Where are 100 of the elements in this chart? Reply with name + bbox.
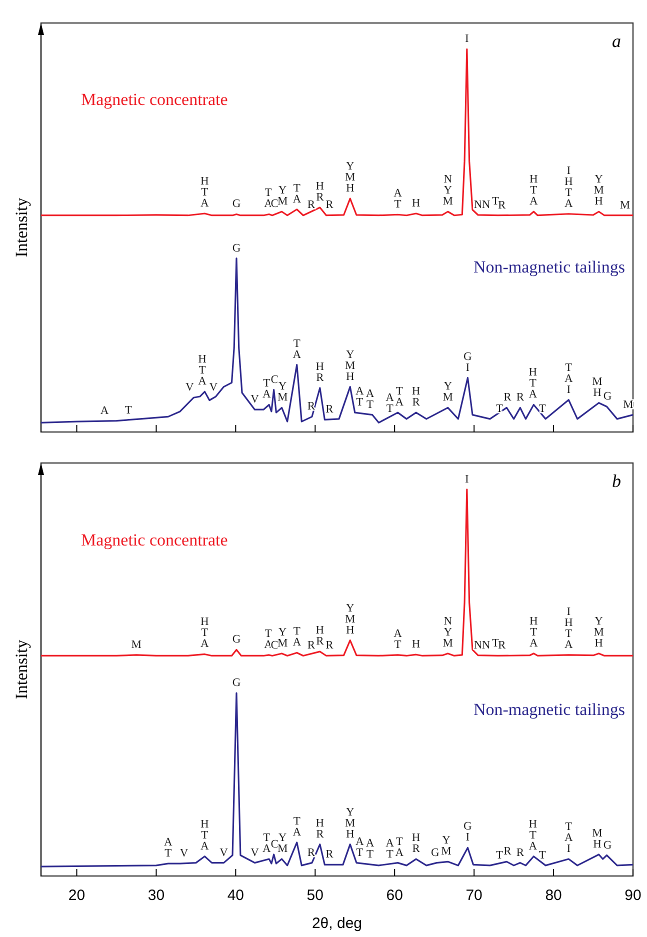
annotation: M H: [592, 376, 602, 399]
annotation: G: [232, 242, 241, 254]
y-axis-title: Intensity: [12, 197, 31, 258]
annotation: V: [209, 382, 218, 394]
annotation: T A: [292, 338, 302, 361]
annotation: T A: [395, 836, 404, 859]
annotation: M: [131, 638, 142, 651]
annotation: R: [516, 846, 524, 859]
annotation: R: [516, 392, 524, 404]
annotation: G: [603, 839, 612, 852]
annotation: C: [270, 838, 279, 850]
annotation: T A: [292, 182, 302, 206]
annotation: N Y M: [442, 615, 453, 650]
annotation: T A: [292, 626, 302, 649]
annotation: H T A: [530, 615, 539, 650]
annotation: G: [232, 677, 241, 690]
annotation: C: [270, 640, 279, 652]
annotation: H R: [412, 832, 420, 856]
annotation: G: [603, 390, 612, 403]
annotation: G: [232, 634, 241, 646]
annotation: R: [498, 640, 506, 652]
annotation: H T A: [198, 354, 208, 388]
annotation: Y M H: [594, 174, 604, 208]
annotation: A T: [386, 838, 395, 861]
annotation: Y M H: [344, 160, 356, 195]
annotation: T: [124, 404, 132, 416]
annotation: T A I: [564, 821, 574, 856]
annotation: Y M: [277, 626, 288, 650]
annotation: H: [412, 197, 420, 210]
annotation: N: [474, 639, 483, 652]
annotation: R: [504, 846, 512, 858]
x-tick-label: 50: [306, 887, 324, 904]
annotation: T A I: [564, 362, 574, 396]
x-tick-label: 90: [624, 887, 642, 904]
annotation: N Y M: [442, 174, 453, 208]
annotation: C: [270, 198, 279, 210]
x-tick-label: 60: [386, 887, 403, 904]
annotation: A T: [394, 188, 403, 211]
annotation: H: [412, 638, 420, 651]
annotation: V: [250, 394, 260, 406]
annotation: V: [180, 848, 189, 860]
annotation: I H T A: [564, 164, 574, 210]
annotation: I: [465, 33, 469, 46]
x-tick-label: 70: [466, 887, 482, 904]
annotation: R: [504, 392, 512, 404]
annotation: T: [496, 402, 504, 415]
annotation: Y M: [441, 834, 452, 858]
annotation: N: [474, 198, 483, 211]
annotation: Y M H: [344, 806, 356, 840]
annotation: Y M H: [344, 348, 356, 383]
annotation: R: [326, 198, 334, 211]
annotation: R: [326, 848, 334, 861]
annotation: A: [100, 404, 110, 417]
annotation: T: [496, 849, 504, 862]
annotation: H R: [316, 624, 324, 648]
annotation: H R: [316, 180, 324, 204]
annotation: Y M: [277, 832, 288, 856]
annotation: V: [220, 846, 229, 859]
annotation: M H: [592, 828, 602, 850]
annotation: a: [612, 31, 621, 51]
x-tick-label: 80: [545, 887, 562, 904]
annotation: T A: [262, 378, 272, 401]
annotation: R: [498, 199, 506, 212]
annotation: H T A: [528, 366, 538, 401]
x-axis-title: 2θ, deg: [312, 915, 362, 932]
annotation: V: [185, 382, 194, 394]
annotation: R: [307, 846, 316, 859]
annotation: N: [482, 639, 491, 652]
annotation: G I: [464, 350, 472, 374]
y-axis-title: Intensity: [12, 639, 31, 700]
annotation: V: [250, 846, 260, 859]
annotation: Y M H: [344, 602, 356, 636]
annotation: Y M: [277, 380, 288, 404]
annotation: H R: [316, 817, 324, 840]
x-tick-label: 20: [68, 887, 86, 904]
annotation: A T: [386, 392, 395, 415]
annotation: T: [538, 402, 546, 415]
text: Magnetic concentrate: [81, 530, 228, 550]
annotation: G: [232, 198, 241, 210]
annotation: H R: [412, 386, 420, 409]
annotation: T A: [395, 386, 404, 409]
annotation: A T: [355, 386, 364, 409]
annotation: A T: [355, 836, 364, 859]
annotation: T: [538, 849, 546, 862]
annotation: H T A: [200, 818, 210, 852]
annotation: N: [482, 198, 491, 211]
annotation: H T A: [530, 174, 539, 208]
annotation: A T: [164, 836, 173, 860]
x-tick-label: 30: [148, 887, 165, 904]
annotation: A T: [366, 388, 375, 411]
x-tick-label: 40: [227, 887, 244, 904]
annotation: R: [326, 404, 334, 416]
annotation: T: [492, 196, 500, 208]
annotation: M: [620, 199, 630, 212]
annotation: I: [465, 473, 469, 486]
annotation: I H T A: [564, 606, 574, 651]
annotation: G: [430, 846, 440, 859]
annotation: H T A: [528, 818, 538, 852]
annotation: R: [307, 640, 316, 652]
annotation: R: [307, 198, 316, 211]
